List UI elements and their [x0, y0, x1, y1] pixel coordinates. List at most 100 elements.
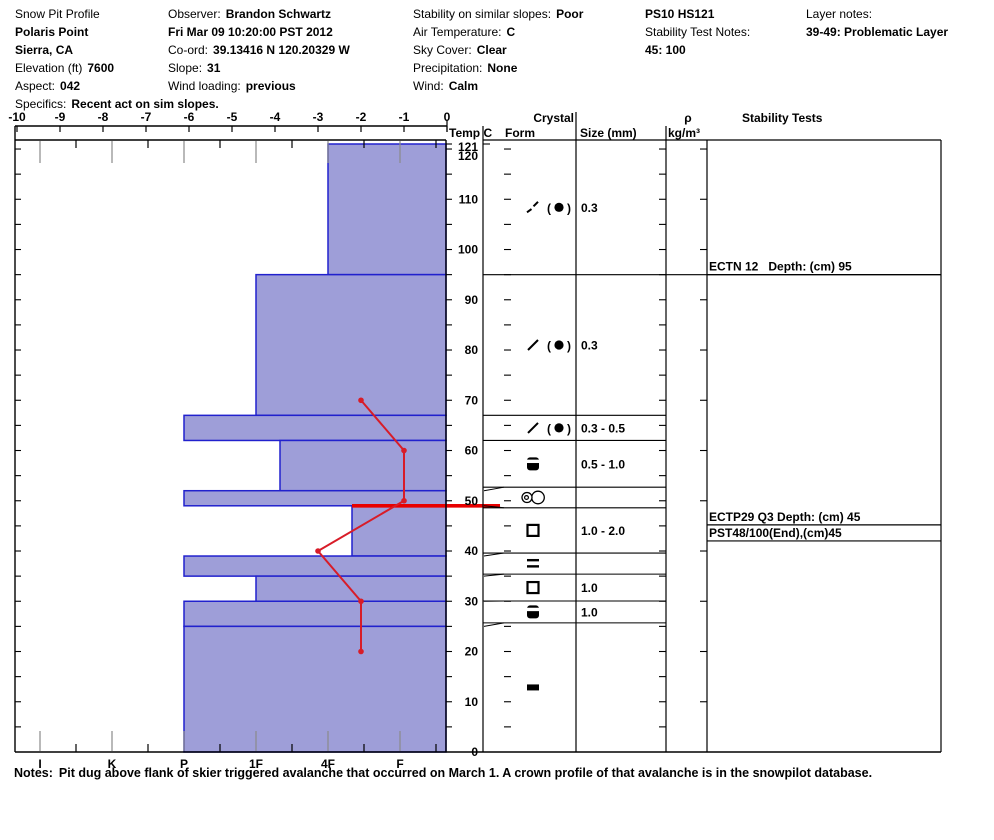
- grain-size-value: 1.0 - 2.0: [581, 524, 625, 538]
- layer-bar: [327, 143, 447, 276]
- crystal-symbol-broken-slash: [532, 201, 539, 208]
- header-field: Elevation (ft) 7600: [15, 61, 114, 75]
- header-field: Sierra, CA: [15, 43, 73, 57]
- stability-test-label: PST48/100(End),(cm)45: [709, 526, 842, 540]
- layer-bar: [255, 273, 447, 417]
- field-label: Air Temperature:: [413, 25, 502, 39]
- temp-axis-tick-label: -1: [399, 110, 410, 124]
- header-field: Slope: 31: [168, 61, 220, 75]
- hardness-tick-label: 1F: [249, 757, 263, 771]
- depth-tick-label: 110: [459, 192, 479, 206]
- temp-col-label: Temp C: [449, 126, 492, 140]
- field-label: Co-ord:: [168, 43, 209, 57]
- crystal-symbol-equals: [527, 565, 539, 568]
- crystal-symbol-facet-square: [526, 580, 540, 595]
- crystal-symbol-slash: [527, 339, 539, 351]
- field-label: Layer notes:: [806, 7, 873, 21]
- crystal-column: () 0.3 () 0.3 () 0.3 - 0.5 0.5 - 1.0 1.0 - 2.0 1…: [521, 201, 625, 691]
- crystal-symbol-cup-square: [526, 607, 540, 612]
- temp-axis-tick-label: -8: [98, 110, 109, 124]
- depth-tick-label: 60: [465, 444, 479, 458]
- density-col-label: ρ: [684, 111, 691, 125]
- hardness-bars: [183, 143, 447, 753]
- leader-lines: [483, 486, 505, 627]
- crystal-symbol-facet-square: [526, 523, 540, 538]
- grain-size-value: 0.5 - 1.0: [581, 457, 625, 471]
- crystal-symbol-slash: [527, 422, 539, 434]
- crystal-col-label: Crystal: [533, 111, 574, 125]
- field-label: Sky Cover:: [413, 43, 472, 57]
- crystal-symbol-paren: (: [547, 201, 551, 215]
- field-label: Wind loading:: [168, 79, 241, 93]
- layer-bar: [183, 414, 447, 442]
- field-value: PS10 HS121: [645, 7, 715, 21]
- leader-line: [483, 505, 505, 509]
- crystal-symbol-cup-square: [526, 459, 540, 464]
- temp-axis-tick-label: -7: [141, 110, 152, 124]
- leader-line: [483, 486, 505, 492]
- temp-axis-tick-label: -6: [184, 110, 195, 124]
- field-value: 39-49: Problematic Layer: [806, 25, 949, 39]
- field-value: Calm: [448, 79, 479, 93]
- crystal-symbol-paren: (: [547, 422, 551, 436]
- crystal-symbol-cup-square: [527, 605, 539, 619]
- leader-line: [483, 552, 505, 557]
- header-field: 45: 100: [645, 43, 686, 57]
- field-value: Brandon Schwartz: [225, 7, 332, 21]
- depth-tick-label: 80: [465, 343, 479, 357]
- field-value: 31: [207, 61, 221, 75]
- hardness-tick-label: K: [108, 757, 117, 771]
- header-field: Precipitation: None: [413, 61, 517, 75]
- stability-column: ECTN 12 Depth: (cm) 95 ECTP29 Q3 Depth: (…: [707, 260, 941, 542]
- header-field: Stability on similar slopes: Poor: [413, 7, 583, 21]
- depth-tick-label: 100: [458, 243, 478, 257]
- temp-axis: -10 -9 -8 -7 -6 -5 -4 -3 -2 -1 0: [8, 110, 451, 132]
- layer-bar: [351, 505, 447, 557]
- header-field: Wind loading: previous: [168, 79, 296, 93]
- layer-bar: [279, 439, 447, 492]
- temp-axis-tick-label: -9: [55, 110, 66, 124]
- field-value: Fri Mar 09 10:20:00 PST 2012: [168, 25, 333, 39]
- crystal-symbol-cluster: [531, 490, 545, 505]
- stability-test-label: ECTN 12 Depth: (cm) 95: [709, 260, 852, 274]
- layer-bar: [255, 575, 447, 603]
- field-label: Observer:: [168, 7, 221, 21]
- crystal-symbol-paren: (: [547, 339, 551, 353]
- column-headers: Temp C Crystal Form Size (mm) ρ kg/m³ St…: [449, 111, 823, 140]
- field-value: previous: [245, 79, 296, 93]
- field-value: Polaris Point: [15, 25, 89, 39]
- grain-size-value: 0.3: [581, 338, 598, 352]
- field-label: Slope:: [168, 61, 203, 75]
- header-field: Stability Test Notes:: [645, 25, 750, 39]
- header-field: Co-ord: 39.13416 N 120.20329 W: [168, 43, 350, 57]
- field-label: Stability on similar slopes:: [413, 7, 552, 21]
- notes-text: Pit dug above flank of skier triggered a…: [58, 766, 873, 780]
- borders-and-rulers: [14, 112, 942, 753]
- grain-size-value: 1.0: [581, 581, 598, 595]
- field-label: Specifics:: [15, 97, 67, 111]
- field-value: Recent act on sim slopes.: [71, 97, 219, 111]
- crystal-symbol-dot: [554, 202, 564, 212]
- grain-size-value: 0.3: [581, 201, 598, 215]
- field-label: Stability Test Notes:: [645, 25, 751, 39]
- form-col-label: Form: [505, 126, 535, 140]
- header-field: Sky Cover: Clear: [413, 43, 507, 57]
- temperature-point: [358, 598, 364, 605]
- field-value: 39.13416 N 120.20329 W: [213, 43, 350, 57]
- depth-tick-label: 70: [465, 393, 479, 407]
- field-label: Aspect:: [15, 79, 56, 93]
- header-field: Observer: Brandon Schwartz: [168, 7, 331, 21]
- header-field: Specifics: Recent act on sim slopes.: [15, 97, 219, 111]
- field-value: C: [506, 25, 516, 39]
- header-field: 39-49: Problematic Layer: [806, 25, 948, 39]
- temp-axis-tick-label: -2: [356, 110, 367, 124]
- temp-axis-tick-label: 0: [444, 110, 451, 124]
- header-field: Fri Mar 09 10:20:00 PST 2012: [168, 25, 333, 39]
- layer-bar: [183, 555, 447, 577]
- header-field: Air Temperature: C: [413, 25, 515, 39]
- temperature-point: [315, 548, 321, 554]
- crystal-symbol-broken-slash: [526, 208, 533, 214]
- temperature-line: [316, 399, 405, 652]
- field-value: Clear: [476, 43, 507, 57]
